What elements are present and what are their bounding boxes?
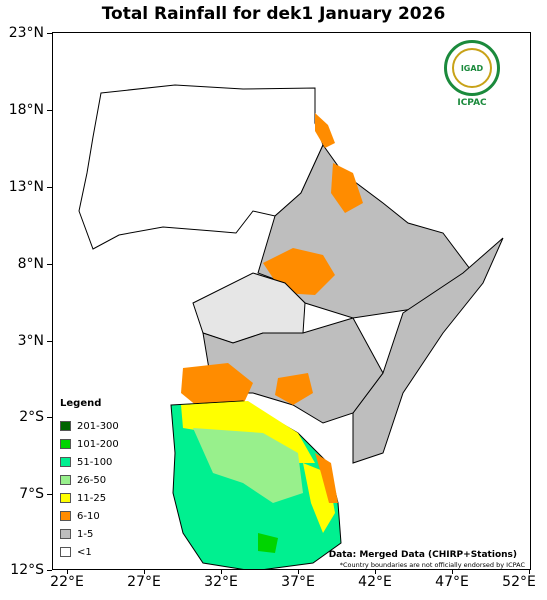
lon-tick-mark	[221, 570, 222, 574]
lon-tick-label: 42°E	[358, 574, 392, 590]
legend-swatch	[60, 511, 71, 521]
boundary-note: *Country boundaries are not officially e…	[339, 561, 525, 569]
legend-label: 101-200	[77, 438, 119, 450]
lat-tick-mark	[47, 110, 52, 111]
lon-tick-mark	[529, 570, 530, 574]
logo-text-igad: IGAD	[452, 48, 492, 88]
lon-tick-mark	[452, 570, 453, 574]
rain-6-10-north-eth	[331, 163, 363, 213]
lat-tick-mark	[47, 417, 52, 418]
legend-label: 201-300	[77, 420, 119, 432]
lon-tick-label: 37°E	[281, 574, 315, 590]
lat-tick-label: 7°S	[19, 486, 44, 502]
lon-tick-mark	[144, 570, 145, 574]
lon-tick-label: 32°E	[204, 574, 238, 590]
lat-tick-mark	[47, 264, 52, 265]
legend-title: Legend	[60, 398, 102, 409]
legend-item: 201-300	[60, 417, 170, 435]
legend-label: 6-10	[77, 510, 100, 522]
lon-tick-mark	[375, 570, 376, 574]
legend-swatch	[60, 439, 71, 449]
legend-swatch	[60, 457, 71, 467]
legend-item: 101-200	[60, 435, 170, 453]
lat-tick-label: 18°N	[8, 102, 44, 118]
legend-label: 1-5	[77, 528, 94, 540]
lat-tick-mark	[47, 341, 52, 342]
icpac-logo: IGAD ICPAC	[441, 40, 503, 110]
map-frame	[52, 32, 531, 570]
legend-label: 26-50	[77, 474, 107, 486]
lon-tick-label: 22°E	[50, 574, 84, 590]
legend-swatch	[60, 547, 71, 557]
lon-tick-label: 52°E	[502, 574, 536, 590]
legend-label: 11-25	[77, 492, 107, 504]
legend-swatch	[60, 529, 71, 539]
rain-6-10-eritrea	[315, 113, 335, 148]
lat-tick-label: 13°N	[8, 179, 44, 195]
legend-item: 1-5	[60, 525, 170, 543]
rain-26-50-tanzania	[193, 428, 303, 503]
rain-6-10-tanzania-coast	[315, 453, 338, 503]
map-title: Total Rainfall for dek1 January 2026	[101, 4, 446, 24]
lon-tick-mark	[298, 570, 299, 574]
legend-item: 6-10	[60, 507, 170, 525]
rain-6-10-kenya	[275, 373, 313, 405]
legend-swatch	[60, 475, 71, 485]
lat-tick-label: 2°S	[19, 409, 44, 425]
legend: Legend 201-300 101-200 51-100 26-50 11-2…	[60, 398, 170, 561]
lat-tick-label: 8°N	[17, 256, 44, 272]
legend-item: 51-100	[60, 453, 170, 471]
logo-ring-icon: IGAD	[444, 40, 500, 96]
legend-label: <1	[77, 546, 92, 558]
legend-swatch	[60, 493, 71, 503]
legend-swatch	[60, 421, 71, 431]
logo-text-icpac: ICPAC	[457, 98, 487, 108]
legend-item: 11-25	[60, 489, 170, 507]
rain-101-200-tanzania	[258, 533, 278, 553]
lon-tick-mark	[67, 570, 68, 574]
data-source: Data: Merged Data (CHIRP+Stations)	[328, 550, 517, 560]
lat-tick-label: 3°N	[17, 333, 44, 349]
lat-tick-mark	[47, 187, 52, 188]
lat-tick-label: 23°N	[8, 25, 44, 41]
rainfall-map	[78, 84, 504, 569]
lat-tick-label: 12°S	[10, 562, 44, 578]
legend-label: 51-100	[77, 456, 113, 468]
rain-6-10-uganda	[181, 363, 253, 411]
legend-item: <1	[60, 543, 170, 561]
lon-tick-label: 47°E	[435, 574, 469, 590]
legend-item: 26-50	[60, 471, 170, 489]
lon-tick-label: 27°E	[127, 574, 161, 590]
lat-tick-mark	[47, 33, 52, 34]
region-sudan	[78, 84, 324, 250]
lat-tick-mark	[47, 570, 52, 571]
lat-tick-mark	[47, 494, 52, 495]
